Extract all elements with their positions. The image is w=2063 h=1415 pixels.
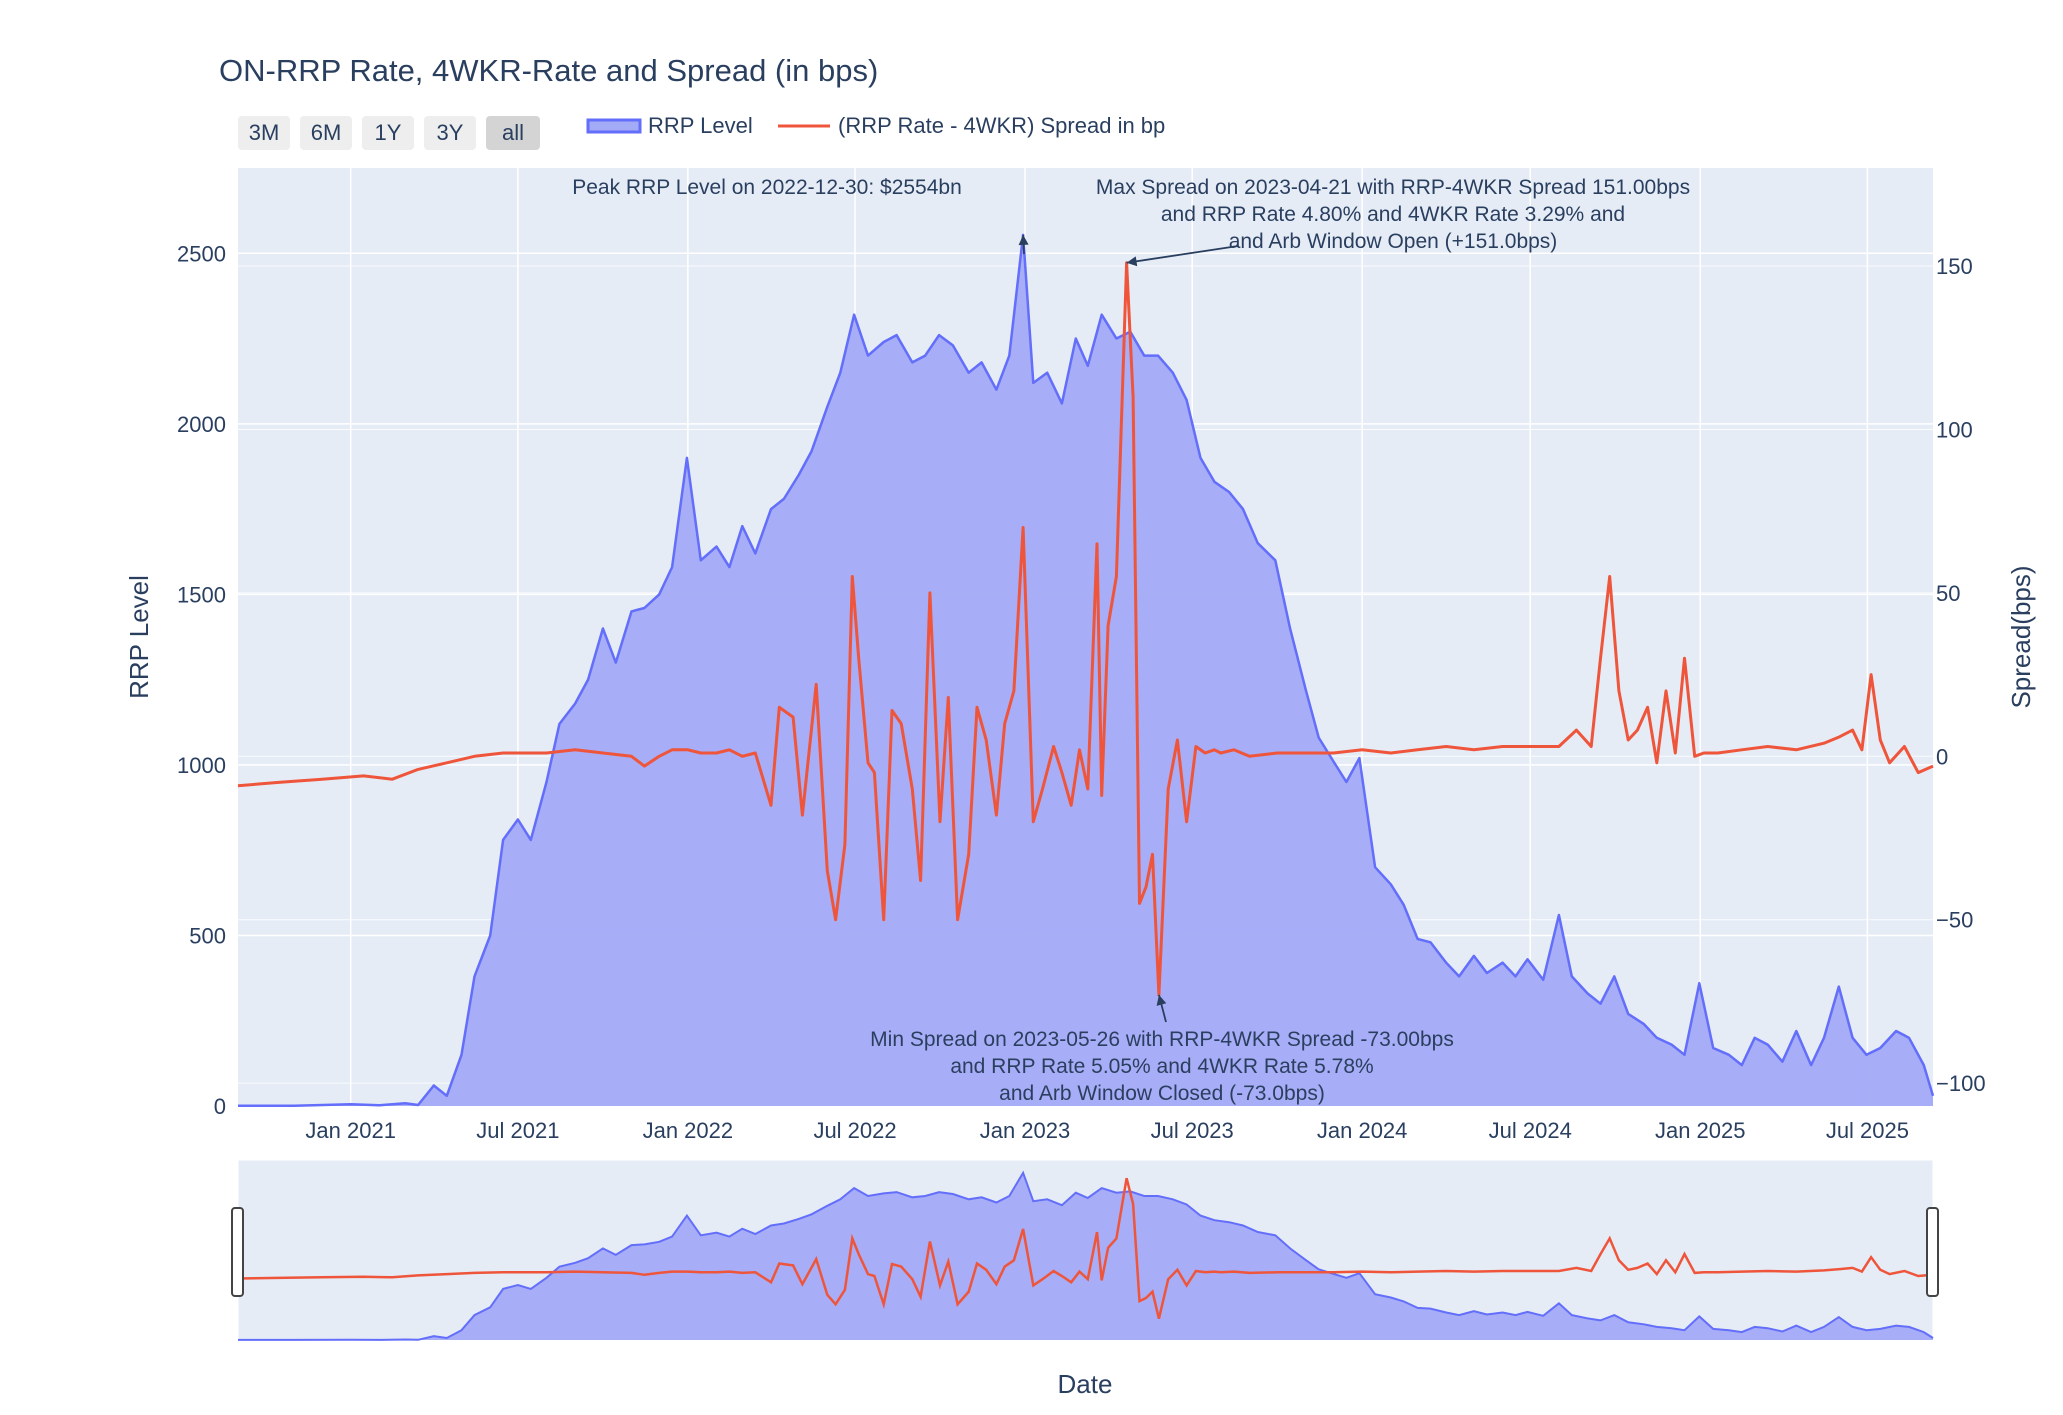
annotation-text-max-spread: Max Spread on 2023-04-21 with RRP-4WKR S… [1096, 176, 1690, 199]
annotation-arrowhead-max-spread [1126, 256, 1138, 267]
y-axis-left-title: RRP Level [124, 575, 154, 699]
annotation-arrowhead-peak [1018, 234, 1029, 246]
range-slider[interactable] [231, 1159, 1939, 1341]
chart-title: ON-RRP Rate, 4WKR-Rate and Spread (in bp… [219, 53, 878, 88]
rrp-area-series [238, 233, 1935, 1107]
spread-line-series [237, 261, 1934, 997]
x-tick-label: Jul 2022 [813, 1118, 896, 1143]
x-tick-label: Jan 2025 [1655, 1118, 1746, 1143]
slider-spread-line [237, 1177, 1934, 1319]
annotation-text-min-spread: and Arb Window Closed (-73.0bps) [999, 1082, 1325, 1105]
annotation-arrowhead-min-spread [1156, 994, 1167, 1006]
x-tick-label: Jan 2024 [1317, 1118, 1408, 1143]
x-tick-label: Jul 2025 [1826, 1118, 1909, 1143]
y-right-tick-label: 0 [1936, 744, 1948, 769]
x-tick-label: Jan 2022 [643, 1118, 734, 1143]
x-tick-label: Jan 2021 [305, 1118, 396, 1143]
rrp-area-fill [238, 234, 1933, 1106]
y-right-tick-label: 50 [1936, 581, 1960, 606]
range-button-3y[interactable] [424, 116, 476, 150]
y-left-tick-label: 1000 [177, 753, 226, 778]
annotation-text-max-spread: and RRP Rate 4.80% and 4WKR Rate 3.29% a… [1161, 203, 1625, 226]
annotation-text-peak: Peak RRP Level on 2022-12-30: $2554bn [572, 176, 962, 199]
slider-rrp-area [238, 1172, 1933, 1340]
legend-label-spread[interactable]: (RRP Rate - 4WKR) Spread in bp [838, 113, 1165, 138]
x-axis-title: Date [1058, 1369, 1113, 1399]
range-button-6m[interactable] [300, 116, 352, 150]
annotation-text-min-spread: Min Spread on 2023-05-26 with RRP-4WKR S… [870, 1028, 1454, 1051]
legend-swatch-rrp [586, 118, 642, 134]
y-left-tick-label: 500 [189, 923, 226, 948]
y-right-tick-label: 100 [1936, 417, 1973, 442]
x-tick-label: Jan 2023 [980, 1118, 1071, 1143]
x-tick-label: Jul 2021 [476, 1118, 559, 1143]
range-button-3m[interactable] [238, 116, 290, 150]
range-button-6m-label: 6M [311, 120, 342, 145]
y-axis-right-title: Spread(bps) [2006, 565, 2036, 708]
y-left-tick-label: 1500 [177, 582, 226, 607]
y-right-tick-label: −50 [1936, 908, 1973, 933]
range-slider-left-handle[interactable] [231, 1207, 244, 1297]
y-right-tick-label: −100 [1936, 1071, 1986, 1096]
annotation-arrow-max-spread [1126, 245, 1239, 264]
range-button-all[interactable] [486, 116, 540, 150]
y-left-tick-label: 2500 [177, 241, 226, 266]
y-right-tick-label: 150 [1936, 254, 1973, 279]
x-tick-label: Jul 2023 [1151, 1118, 1234, 1143]
range-button-1y-label: 1Y [375, 120, 402, 145]
y-left-tick-label: 2000 [177, 412, 226, 437]
annotation-text-min-spread: and RRP Rate 5.05% and 4WKR Rate 5.78% [950, 1055, 1373, 1078]
axes-layer: Jan 2021 Jul 2021 Jan 2022 Jul 2022 Jan 2023… [177, 241, 1986, 1143]
rrp-line [238, 233, 1935, 1107]
legend: RRP Level (RRP Rate - 4WKR) Spread in bp [586, 113, 1165, 138]
range-button-1y[interactable] [362, 116, 414, 150]
range-button-all-label: all [502, 120, 524, 145]
range-slider-right-handle[interactable] [1926, 1207, 1939, 1297]
range-selector: 3M 6M 1Y 3Y all [238, 116, 540, 150]
annotation-text-max-spread: and Arb Window Open (+151.0bps) [1229, 230, 1558, 253]
range-button-3m-label: 3M [249, 120, 280, 145]
range-button-3y-label: 3Y [437, 120, 464, 145]
y-left-tick-label: 0 [214, 1094, 226, 1119]
x-tick-label: Jul 2024 [1489, 1118, 1572, 1143]
legend-label-rrp[interactable]: RRP Level [648, 113, 753, 138]
annotations: Peak RRP Level on 2022-12-30: $2554bn Max… [572, 176, 1690, 1105]
spread-line [237, 261, 1934, 997]
slider-rrp-line [238, 1170, 1934, 1341]
